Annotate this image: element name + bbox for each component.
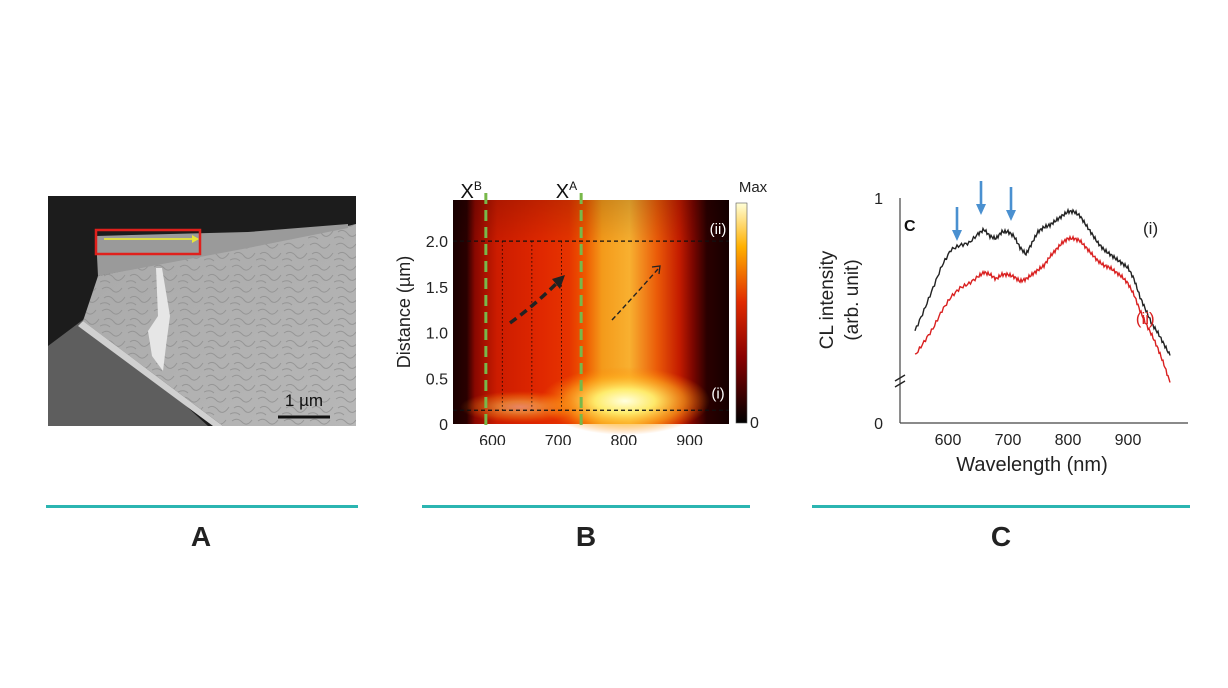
spectra-series <box>914 207 1171 383</box>
marker-xb-label: XB <box>460 179 481 203</box>
x-tick-labels: 600 700 800 900 <box>479 433 703 450</box>
y-tick-label: 0.5 <box>426 371 448 388</box>
panel-c-spectra: C 1 0 600 700 800 900 Wavelength (nm) CL… <box>800 165 1200 485</box>
panel-label-b: B <box>575 521 597 552</box>
heatmap-chart: XB XA (ii) (i) 600 700 800 900 0 0.5 1.0… <box>394 179 768 450</box>
x-tick-label: 800 <box>1055 432 1082 449</box>
region-of-interest-box <box>94 228 202 256</box>
y-tick-label: 1.5 <box>426 280 448 297</box>
peak-arrows <box>952 181 1016 241</box>
heatmap-warm-band <box>460 391 580 423</box>
x-tick-label: 900 <box>1115 432 1142 449</box>
y-tick-labels: 0 0.5 1.0 1.5 2.0 <box>426 234 448 434</box>
inset-title: C <box>904 218 916 235</box>
panel-label-c: C <box>990 521 1012 552</box>
x-tick-label: 900 <box>676 433 703 445</box>
y-axis-title: Distance (µm) <box>394 256 414 368</box>
scale-bar-label: 1 µm <box>285 391 323 410</box>
x-tick-label: 600 <box>479 433 506 445</box>
x-tick-label: 600 <box>935 432 962 449</box>
sem-bright-edge <box>78 321 223 426</box>
y-tick-label: 0 <box>874 416 883 433</box>
sem-top-edge <box>96 224 348 276</box>
x-tick-labels: 600 700 800 900 <box>935 432 1142 449</box>
panel-a-micrograph: 1 µm <box>48 196 356 426</box>
shift-arrow-thick-head <box>552 275 565 289</box>
y-axis-title-line1: CL intensity <box>817 250 838 349</box>
line-label-i: (i) <box>711 385 724 402</box>
peak-arrow-head <box>1006 210 1016 221</box>
shift-arrow-thin-head <box>651 265 661 275</box>
panel-b-divider <box>422 505 750 508</box>
sem-lower-flake <box>48 316 208 426</box>
heatmap-dotted-gridlines <box>501 241 562 411</box>
series-line-ii <box>914 234 1171 383</box>
marker-xa-label: XA <box>556 179 577 203</box>
peak-arrow-head <box>976 204 986 215</box>
peak-arrow-head <box>952 230 962 241</box>
panel-b-heatmap: XB XA (ii) (i) 600 700 800 900 0 0.5 1.0… <box>380 165 800 450</box>
y-tick-label: 0 <box>439 417 448 434</box>
series-label-i: (i) <box>1143 219 1158 238</box>
y-axis-title-line2: (arb. unit) <box>842 259 863 340</box>
sem-bright-defect <box>148 268 170 371</box>
colorbar <box>735 202 748 424</box>
series-label-ii: (ii) <box>1136 309 1155 328</box>
y-tick-label: 1.0 <box>426 326 448 343</box>
x-tick-label: 700 <box>545 433 572 445</box>
axis-break-marker <box>894 374 906 388</box>
panel-a-divider <box>46 505 358 508</box>
sem-grain-texture <box>83 224 356 426</box>
line-label-ii: (ii) <box>710 221 727 238</box>
scan-arrow-head <box>192 235 199 243</box>
panel-c-divider <box>812 505 1190 508</box>
colorbar-max-label: Max <box>739 179 768 196</box>
y-tick-label: 1 <box>874 191 883 208</box>
y-tick-label: 2.0 <box>426 234 448 251</box>
colorbar-min-label: 0 <box>750 415 759 432</box>
spectra-chart: C 1 0 600 700 800 900 Wavelength (nm) CL… <box>817 181 1188 476</box>
shift-arrow-thick <box>508 278 562 325</box>
x-tick-label: 800 <box>611 433 638 445</box>
x-tick-label: 700 <box>995 432 1022 449</box>
series-line-i <box>914 207 1171 356</box>
x-axis-title: Wavelength (nm) <box>956 454 1108 476</box>
shift-arrow-thin <box>611 268 659 321</box>
sem-image: 1 µm <box>48 196 356 426</box>
panel-label-a: A <box>190 521 212 552</box>
